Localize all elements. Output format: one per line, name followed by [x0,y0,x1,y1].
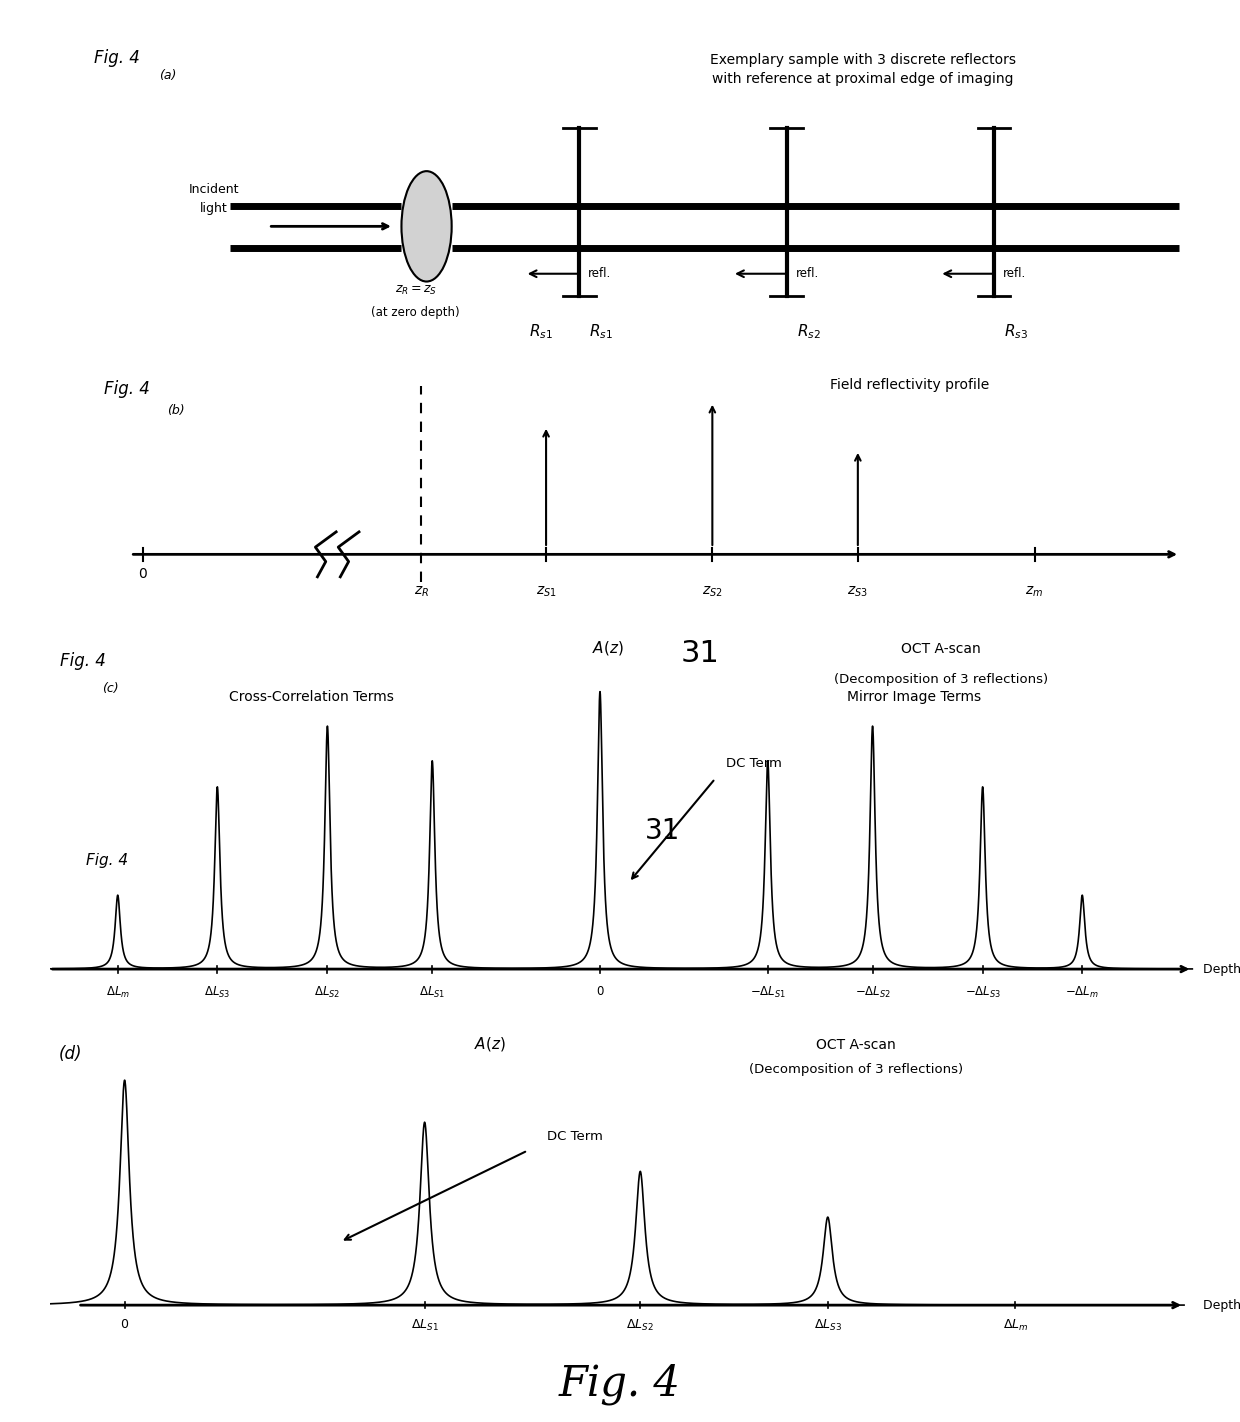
Text: (at zero depth): (at zero depth) [371,306,460,319]
Text: (b): (b) [166,404,185,417]
Text: light: light [200,202,228,215]
Text: Exemplary sample with 3 discrete reflectors: Exemplary sample with 3 discrete reflect… [711,53,1016,67]
Text: $z_{S2}$: $z_{S2}$ [702,584,723,599]
Text: Fig. 4: Fig. 4 [87,853,129,869]
Text: DC Term: DC Term [547,1130,603,1143]
Text: $\Delta L_{S3}$: $\Delta L_{S3}$ [813,1318,842,1332]
Text: $\Delta L_m$: $\Delta L_m$ [105,984,130,1000]
Text: Fig. 4: Fig. 4 [104,380,150,398]
Text: $-\Delta L_m$: $-\Delta L_m$ [1065,984,1099,1000]
Text: 31: 31 [681,638,719,667]
Text: $-\Delta L_{S2}$: $-\Delta L_{S2}$ [854,984,890,1000]
Text: Incident: Incident [188,183,239,196]
Text: $R_{s1}$: $R_{s1}$ [589,323,613,341]
Text: refl.: refl. [1003,267,1025,280]
Text: Fig. 4: Fig. 4 [94,48,140,67]
Text: Field reflectivity profile: Field reflectivity profile [831,378,990,391]
Text: $z_R$: $z_R$ [414,584,429,599]
Text: (c): (c) [102,683,119,695]
Text: (d): (d) [60,1045,83,1064]
Text: $\Delta L_{S2}$: $\Delta L_{S2}$ [314,984,341,1000]
Text: $\Delta L_m$: $\Delta L_m$ [1003,1318,1028,1332]
Text: $R_{s3}$: $R_{s3}$ [1004,323,1028,341]
Text: Depth (z): Depth (z) [1203,1298,1240,1311]
Text: with reference at proximal edge of imaging: with reference at proximal edge of imagi… [712,73,1014,87]
Text: $A(z)$: $A(z)$ [475,1035,506,1054]
Ellipse shape [402,171,451,282]
Text: DC Term: DC Term [725,757,781,769]
Text: $R_{s2}$: $R_{s2}$ [796,323,821,341]
Text: (Decomposition of 3 reflections): (Decomposition of 3 reflections) [833,673,1048,687]
Text: 0: 0 [596,984,604,998]
Text: refl.: refl. [588,267,611,280]
Text: 0: 0 [120,1318,129,1331]
Text: $z_m$: $z_m$ [1025,584,1044,599]
Text: $-\Delta L_{S3}$: $-\Delta L_{S3}$ [965,984,1001,1000]
Text: 31: 31 [645,818,681,845]
Text: OCT A-scan: OCT A-scan [816,1038,895,1052]
Text: $z_{S3}$: $z_{S3}$ [847,584,868,599]
Text: $R_{s1}$: $R_{s1}$ [529,323,553,341]
Text: $A(z)$: $A(z)$ [591,640,624,657]
Text: Fig. 4: Fig. 4 [559,1362,681,1405]
Text: $z_{S1}$: $z_{S1}$ [536,584,557,599]
Text: refl.: refl. [795,267,818,280]
Text: (Decomposition of 3 reflections): (Decomposition of 3 reflections) [749,1064,963,1076]
Text: OCT A-scan: OCT A-scan [900,641,981,656]
Text: $z_R = z_S$: $z_R = z_S$ [394,283,436,297]
Text: Fig. 4: Fig. 4 [60,651,105,670]
Text: $\Delta L_{S3}$: $\Delta L_{S3}$ [205,984,231,1000]
Text: Depth (z): Depth (z) [1203,963,1240,975]
Text: Mirror Image Terms: Mirror Image Terms [847,690,982,704]
Text: Cross-Correlation Terms: Cross-Correlation Terms [229,690,394,704]
Text: $\Delta L_{S1}$: $\Delta L_{S1}$ [419,984,445,1000]
Text: 0: 0 [139,567,148,582]
Text: $-\Delta L_{S1}$: $-\Delta L_{S1}$ [750,984,786,1000]
Text: $\Delta L_{S2}$: $\Delta L_{S2}$ [626,1318,655,1332]
Text: (a): (a) [159,70,176,82]
Text: $\Delta L_{S1}$: $\Delta L_{S1}$ [410,1318,439,1332]
